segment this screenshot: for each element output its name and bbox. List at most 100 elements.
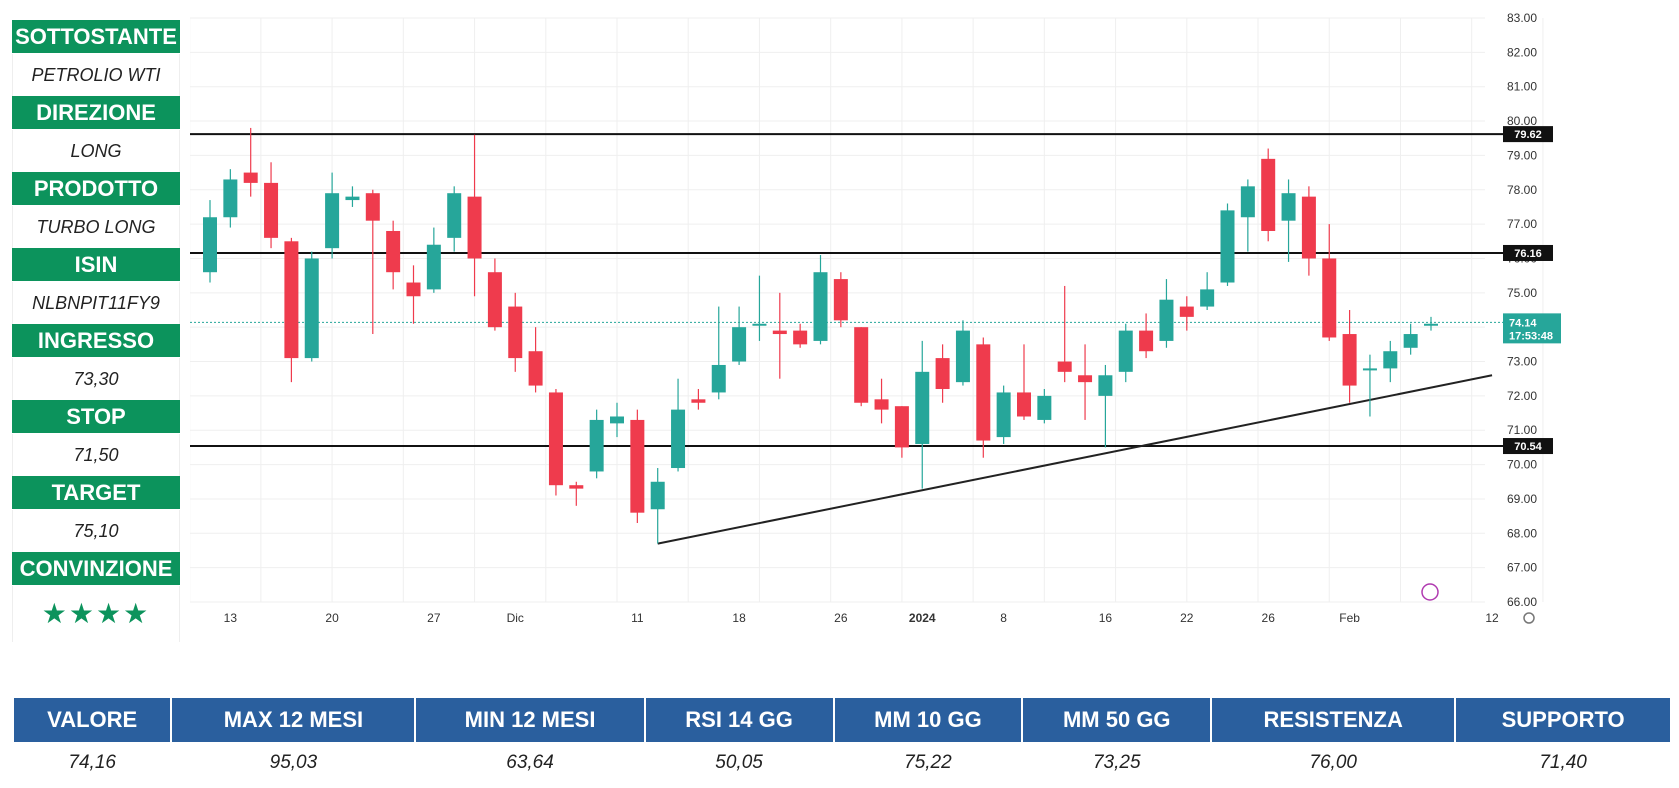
candle-body <box>813 272 828 341</box>
table-header-cell: VALORE <box>14 698 171 742</box>
sidebar-value-direzione: LONG <box>12 130 180 172</box>
table-header-cell: MIN 12 MESI <box>416 698 644 742</box>
y-tick-label: 73.00 <box>1507 355 1537 369</box>
candle-body <box>569 485 584 489</box>
table-value-cell: 71,40 <box>1539 752 1587 773</box>
candle-body <box>610 416 624 424</box>
candle-body <box>976 344 991 441</box>
sidebar-label-prodotto: PRODOTTO <box>12 172 180 205</box>
sidebar-panel: SOTTOSTANTE PETROLIO WTI DIREZIONE LONG PROD… <box>12 20 180 642</box>
candle-body <box>1261 158 1276 231</box>
table-value-cell: 95,03 <box>269 752 318 773</box>
candle-body <box>996 392 1011 438</box>
y-tick-label: 67.00 <box>1507 561 1537 575</box>
countdown-label: 17:53:48 <box>1509 330 1553 342</box>
y-tick-label: 71.00 <box>1507 423 1537 437</box>
y-tick-label: 72.00 <box>1507 389 1537 403</box>
x-tick-label: 18 <box>732 611 746 625</box>
table-value-cell: 50,05 <box>715 752 763 773</box>
candle-body <box>854 327 869 403</box>
x-tick-label: 11 <box>631 611 644 625</box>
y-tick-label: 68.00 <box>1507 526 1537 540</box>
candle-body <box>487 272 502 328</box>
table-header-cell: SUPPORTO <box>1456 698 1670 742</box>
candle-body <box>935 358 950 390</box>
candle-body <box>671 409 686 469</box>
table-value-cell: 75,22 <box>904 752 952 773</box>
candle-body <box>528 351 543 386</box>
candle-body <box>386 230 401 273</box>
table-header-cell: MM 10 GG <box>834 698 1022 742</box>
rating-stars: ★★★★ <box>12 586 180 642</box>
y-tick-label: 70.00 <box>1507 458 1537 472</box>
y-tick-label: 75.00 <box>1507 286 1537 300</box>
y-tick-label: 69.00 <box>1507 492 1537 506</box>
candle-body <box>1200 289 1215 307</box>
sidebar-label-stop: STOP <box>12 400 180 433</box>
candle-body <box>1057 361 1072 372</box>
candle-body <box>630 419 645 513</box>
candle-body <box>426 244 441 290</box>
candle-body <box>284 241 299 359</box>
candle-body <box>406 282 421 297</box>
level-tag <box>1503 438 1553 455</box>
x-tick-label: Dic <box>507 611 524 625</box>
y-tick-label: 79.00 <box>1507 148 1537 162</box>
table-value-cell: 74,16 <box>68 752 116 773</box>
candle-body <box>243 172 258 183</box>
candle-body <box>223 179 238 218</box>
candle-body <box>264 182 279 238</box>
stats-table-values: 74,16 95,03 63,64 50,05 75,22 73,25 76,00 71,40 <box>14 742 1670 784</box>
sidebar-label-convinzione: CONVINZIONE <box>12 552 180 585</box>
table-header-cell: MAX 12 MESI <box>172 698 415 742</box>
candle-body <box>1301 196 1316 259</box>
candle-body <box>1078 375 1093 383</box>
x-tick-label: 8 <box>1000 611 1007 625</box>
candle-body <box>1139 330 1154 352</box>
candle-body <box>1383 351 1398 369</box>
candle-body <box>772 330 787 335</box>
candle-body <box>325 193 340 249</box>
stats-table-header: VALORE MAX 12 MESI MIN 12 MESI RSI 14 GG MM … <box>14 698 1670 742</box>
settings-icon <box>1523 612 1535 624</box>
candle-body <box>793 330 808 345</box>
sidebar-value-isin: NLBNPIT11FY9 <box>12 282 180 324</box>
sidebar-label-sottostante: SOTTOSTANTE <box>12 20 180 53</box>
candle-body <box>365 193 380 221</box>
candle-body <box>691 399 706 403</box>
current-price-label: 74.14 <box>1509 317 1537 329</box>
table-header-cell: RESISTENZA <box>1212 698 1455 742</box>
sidebar-value-ingresso: 73,30 <box>12 358 180 400</box>
level-tag-label: 79.62 <box>1514 129 1542 141</box>
table-value-cell: 63,64 <box>506 752 554 773</box>
table-value-cell: 73,25 <box>1092 752 1141 773</box>
level-tag <box>1503 244 1553 261</box>
x-tick-label: 26 <box>1262 611 1276 625</box>
candle-body <box>447 193 462 238</box>
table-header-cell: RSI 14 GG <box>645 698 833 742</box>
y-tick-label: 81.00 <box>1507 80 1537 94</box>
sidebar-value-prodotto: TURBO LONG <box>12 206 180 248</box>
sidebar-label-isin: ISIN <box>12 248 180 281</box>
x-tick-label: 13 <box>224 611 238 625</box>
x-tick-label: 20 <box>325 611 339 625</box>
table-header-cell: MM 50 GG <box>1023 698 1211 742</box>
candle-body <box>589 419 604 472</box>
candle-body <box>1424 323 1438 326</box>
sidebar-label-ingresso: INGRESSO <box>12 324 180 357</box>
candle-body <box>711 364 726 393</box>
y-tick-label: 78.00 <box>1507 183 1537 197</box>
candle-body <box>1118 330 1133 372</box>
sidebar-label-target: TARGET <box>12 476 180 509</box>
current-price-tag <box>1503 313 1561 344</box>
candle-body <box>345 196 360 201</box>
level-tag <box>1503 126 1553 143</box>
candle-body <box>1017 392 1031 417</box>
candle-body <box>1322 258 1337 338</box>
x-tick-label: 12 <box>1485 611 1499 625</box>
candle-body <box>955 330 970 383</box>
candle-body <box>1159 299 1174 341</box>
candle-body <box>1403 334 1418 348</box>
trendline <box>657 374 1493 545</box>
x-tick-label: 16 <box>1099 611 1113 625</box>
